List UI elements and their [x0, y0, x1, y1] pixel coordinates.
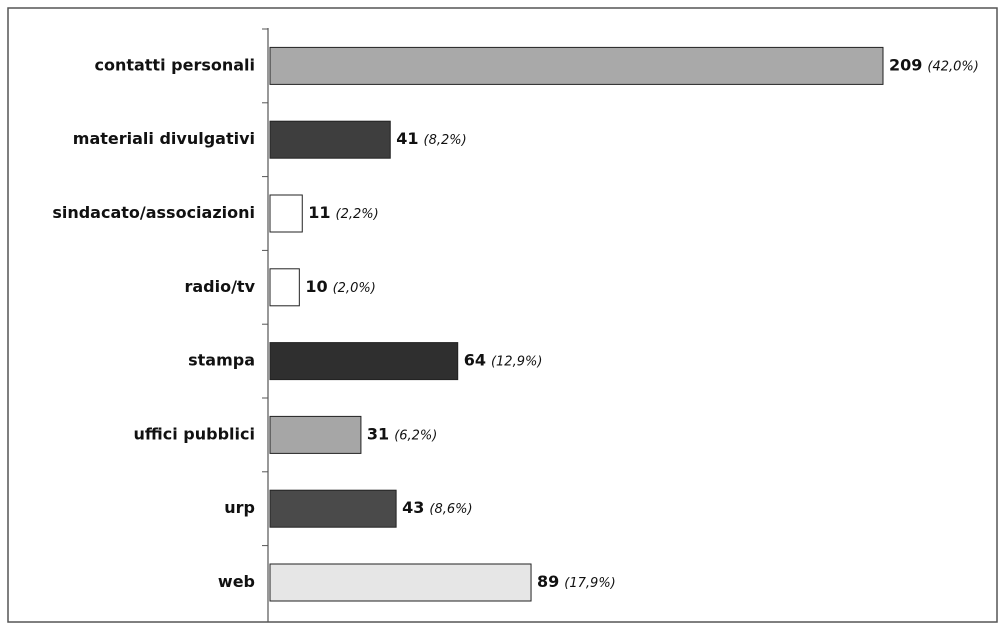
category-label: uffici pubblici — [134, 424, 255, 443]
bar — [269, 563, 532, 602]
value-label: 64 — [464, 351, 486, 370]
share-label: (8,6%) — [429, 502, 472, 517]
bar — [269, 120, 391, 159]
share-label: (12,9%) — [491, 355, 542, 370]
share-label: (17,9%) — [564, 576, 615, 591]
value-label: 31 — [367, 424, 389, 443]
category-label: sindacato/associazioni — [52, 203, 255, 222]
bar — [269, 194, 303, 233]
value-label: 43 — [402, 498, 424, 517]
share-label: (8,2%) — [424, 133, 467, 148]
value-label: 11 — [308, 203, 330, 222]
category-label: web — [218, 572, 255, 591]
value-label: 209 — [889, 55, 922, 74]
share-label: (42,0%) — [927, 59, 978, 74]
value-label: 89 — [537, 572, 559, 591]
share-label: (2,0%) — [333, 281, 376, 296]
bar — [269, 342, 459, 381]
share-label: (6,2%) — [394, 428, 437, 443]
category-label: radio/tv — [184, 277, 255, 296]
bar — [269, 489, 397, 528]
category-label: stampa — [188, 351, 255, 370]
category-label: urp — [224, 498, 255, 517]
category-label: contatti personali — [94, 55, 255, 74]
bar — [269, 415, 362, 454]
bar — [269, 268, 300, 307]
frame — [7, 7, 998, 623]
value-label: 10 — [305, 277, 327, 296]
value-label: 41 — [396, 129, 418, 148]
bar — [269, 46, 884, 85]
category-label: materiali divulgativi — [73, 129, 255, 148]
share-label: (2,2%) — [336, 207, 379, 222]
